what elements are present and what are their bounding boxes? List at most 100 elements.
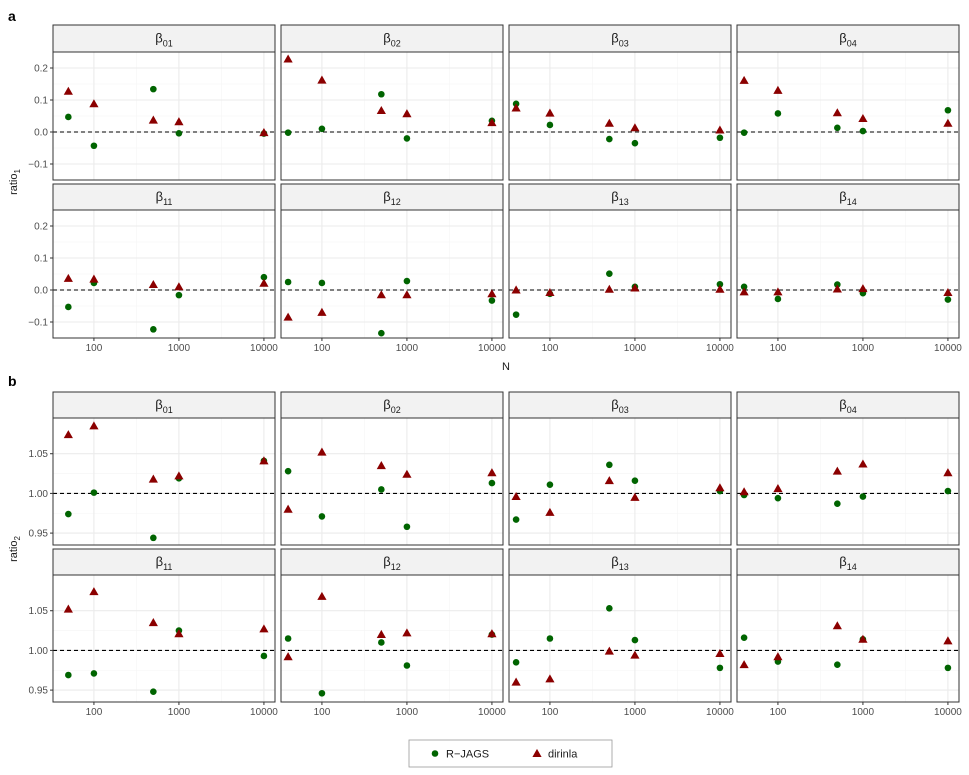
facet-04: β04 xyxy=(736,24,960,181)
point-rjags xyxy=(631,636,639,644)
point-dirinla xyxy=(487,118,497,127)
plot-area xyxy=(509,575,731,702)
point-dirinla xyxy=(317,75,327,84)
point-rjags xyxy=(631,139,639,147)
x-tick-label: 1000 xyxy=(624,343,647,354)
point-rjags xyxy=(378,486,385,493)
point-rjags xyxy=(859,127,867,135)
facet-strip-label: β03 xyxy=(611,397,629,415)
point-rjags xyxy=(403,135,411,142)
facet-13: β13 100 1000 10000 xyxy=(508,548,734,718)
point-rjags xyxy=(606,270,613,277)
point-rjags xyxy=(65,303,72,311)
x-tick-label: 100 xyxy=(86,343,103,354)
point-dirinla xyxy=(283,54,293,63)
point-rjags xyxy=(606,461,613,469)
point-dirinla xyxy=(832,466,842,475)
point-dirinla xyxy=(63,604,73,613)
x-tick-label: 1000 xyxy=(168,707,191,718)
point-rjags xyxy=(546,635,554,642)
facet-strip-label: β14 xyxy=(839,189,857,207)
point-dirinla xyxy=(487,289,497,298)
point-dirinla xyxy=(943,468,953,477)
point-rjags xyxy=(260,273,268,281)
point-rjags xyxy=(488,479,496,487)
point-rjags xyxy=(284,129,292,136)
facet-02: β02 xyxy=(280,391,504,546)
point-dirinla xyxy=(858,113,868,123)
point-rjags xyxy=(740,634,748,642)
point-dirinla xyxy=(376,290,386,299)
y-tick-label: −0.1 xyxy=(28,318,48,329)
x-tick-label: 1000 xyxy=(624,707,647,718)
point-rjags xyxy=(150,85,157,93)
facet-11: β11 −0.1 0.0 0.1 0.2 100 1000 10000 xyxy=(28,183,278,354)
point-rjags xyxy=(774,110,782,117)
facet-strip-label: β01 xyxy=(155,31,173,49)
point-dirinla xyxy=(773,652,783,661)
point-rjags xyxy=(150,534,157,542)
point-dirinla xyxy=(63,86,73,95)
legend-marker-dirinla xyxy=(532,748,542,757)
x-tick-label: 10000 xyxy=(478,707,506,718)
facet-12: β12 100 1000 10000 xyxy=(280,183,506,354)
point-rjags xyxy=(284,635,292,642)
point-dirinla xyxy=(89,421,99,430)
y-tick-label: 1.00 xyxy=(29,489,49,500)
point-rjags xyxy=(175,291,183,299)
point-rjags xyxy=(834,661,841,668)
point-rjags xyxy=(403,523,411,531)
y-tick-label: 0.95 xyxy=(29,686,49,697)
point-rjags xyxy=(740,283,748,291)
x-tick-label: 100 xyxy=(86,707,103,718)
point-rjags xyxy=(284,467,292,475)
plot-area xyxy=(737,418,959,545)
y-tick-label: 0.1 xyxy=(34,254,48,265)
point-dirinla xyxy=(148,115,158,124)
point-rjags xyxy=(318,513,326,520)
point-rjags xyxy=(318,279,326,287)
facet-strip xyxy=(508,391,732,419)
point-dirinla xyxy=(739,75,749,84)
point-dirinla xyxy=(317,447,327,456)
point-dirinla xyxy=(174,629,184,638)
point-rjags xyxy=(65,510,72,518)
point-dirinla xyxy=(943,636,953,645)
facet-strip xyxy=(508,548,732,576)
facet-strip-label: β14 xyxy=(839,554,857,572)
point-dirinla xyxy=(317,591,327,600)
facet-13: β13 100 1000 10000 xyxy=(508,183,734,354)
point-rjags xyxy=(834,124,841,132)
y-tick-label: 0.1 xyxy=(34,96,48,107)
point-rjags xyxy=(90,489,98,496)
point-rjags xyxy=(378,90,385,98)
point-dirinla xyxy=(739,487,749,496)
point-dirinla xyxy=(511,491,521,501)
x-axis-label: N xyxy=(502,361,510,373)
point-dirinla xyxy=(630,650,640,659)
facet-strip xyxy=(508,24,732,53)
point-dirinla xyxy=(487,468,497,477)
facet-01: β01 −0.1 0.0 0.1 0.2 xyxy=(28,24,276,181)
y-tick-label: 0.2 xyxy=(34,64,48,75)
point-rjags xyxy=(175,129,183,137)
facet-strip xyxy=(280,183,504,211)
point-dirinla xyxy=(630,492,640,501)
point-dirinla xyxy=(89,274,99,283)
point-dirinla xyxy=(148,279,158,289)
point-dirinla xyxy=(376,105,386,115)
x-tick-label: 1000 xyxy=(396,707,419,718)
x-tick-label: 10000 xyxy=(934,343,962,354)
point-dirinla xyxy=(402,109,412,118)
point-rjags xyxy=(774,494,782,502)
facet-strip-label: β02 xyxy=(383,397,401,415)
point-dirinla xyxy=(63,430,73,439)
point-rjags xyxy=(546,481,554,488)
x-tick-label: 10000 xyxy=(250,343,278,354)
point-dirinla xyxy=(511,677,521,686)
point-rjags xyxy=(606,135,613,143)
point-dirinla xyxy=(604,646,614,655)
point-rjags xyxy=(944,664,952,672)
x-tick-label: 10000 xyxy=(934,707,962,718)
